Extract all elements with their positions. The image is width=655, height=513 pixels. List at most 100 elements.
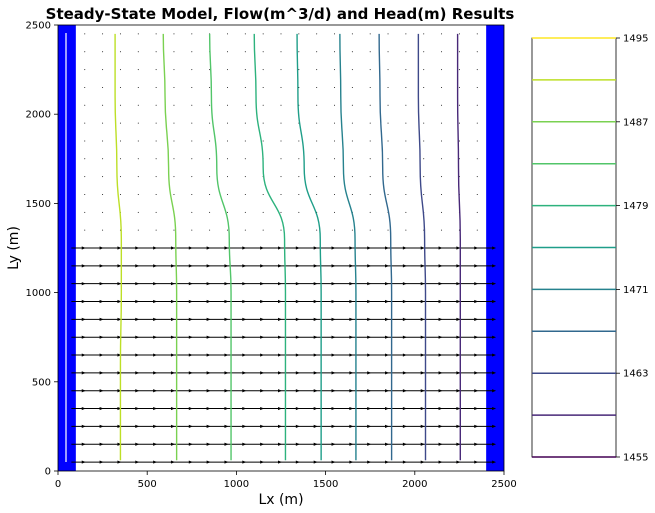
flow-arrowhead	[349, 246, 354, 250]
quiver-dot	[280, 140, 282, 142]
quiver-dot	[334, 158, 336, 160]
quiver-dot	[137, 33, 139, 35]
flow-arrowhead	[456, 282, 461, 286]
flow-arrowhead	[260, 371, 265, 375]
flow-arrowhead	[117, 389, 122, 393]
flow-arrowhead	[153, 299, 158, 304]
flow-arrowhead	[385, 442, 390, 446]
flow-arrowhead	[242, 460, 247, 464]
quiver-dot	[173, 158, 175, 160]
flow-arrowhead	[260, 282, 265, 286]
colorbar-tick-label: 1471	[623, 285, 648, 296]
flow-arrowhead	[260, 317, 265, 321]
flow-arrowhead	[295, 460, 300, 464]
flow-arrowhead	[313, 282, 318, 286]
flow-arrowhead	[492, 335, 497, 339]
flow-arrowhead	[170, 389, 175, 393]
x-tick-label: 0	[55, 479, 61, 490]
quiver-dot	[209, 104, 211, 106]
flow-arrowhead	[224, 389, 229, 393]
flow-arrowhead	[117, 460, 122, 464]
flow-arrowhead	[242, 442, 247, 446]
quiver-dot	[262, 33, 264, 35]
flow-arrowhead	[474, 371, 479, 375]
quiver-dot	[423, 158, 425, 160]
quiver-dot	[441, 158, 443, 160]
flow-arrowhead	[188, 389, 193, 393]
flow-arrowhead	[170, 246, 175, 250]
flow-arrowhead	[367, 317, 372, 321]
flow-arrowhead	[81, 299, 86, 304]
quiver-dot	[191, 122, 193, 124]
flow-arrowhead	[456, 264, 461, 268]
flow-arrowhead	[206, 282, 211, 286]
quiver-dot	[191, 229, 193, 231]
flow-arrowhead	[420, 335, 425, 339]
flow-arrowhead	[99, 424, 104, 428]
quiver-dot	[244, 211, 246, 213]
flow-arrowhead	[135, 299, 140, 304]
quiver-dot	[137, 140, 139, 142]
flow-arrowhead	[367, 335, 372, 339]
quiver-dot	[280, 176, 282, 178]
flow-arrowhead	[474, 406, 479, 411]
flow-arrowhead	[492, 442, 497, 446]
flow-arrowhead	[188, 264, 193, 268]
quiver-dot	[369, 122, 371, 124]
flow-arrowhead	[224, 299, 229, 304]
flow-arrowhead	[456, 246, 461, 250]
quiver-dot	[369, 140, 371, 142]
flow-arrowhead	[492, 282, 497, 286]
contour-line-1465	[417, 33, 427, 461]
flow-arrowhead	[153, 424, 158, 428]
flow-arrowhead	[402, 389, 407, 393]
flow-arrowhead	[331, 442, 336, 446]
quiver-dot	[280, 193, 282, 195]
quiver-dot	[441, 69, 443, 71]
flow-arrowhead	[170, 353, 175, 357]
flow-arrowhead	[313, 371, 318, 375]
quiver-dot	[102, 193, 104, 195]
flow-arrowhead	[456, 406, 461, 411]
flow-arrowhead	[242, 353, 247, 357]
quiver-dot	[369, 104, 371, 106]
flow-arrowhead	[420, 264, 425, 268]
quiver-dot	[476, 122, 478, 124]
quiver-dot	[155, 140, 157, 142]
quiver-dot	[84, 104, 86, 106]
flow-arrowhead	[117, 371, 122, 375]
quiver-dot	[244, 86, 246, 88]
flow-arrowhead	[295, 389, 300, 393]
flow-arrowhead	[385, 264, 390, 268]
flow-arrowhead	[420, 246, 425, 250]
quiver-dot	[423, 51, 425, 53]
quiver-dot	[458, 104, 460, 106]
flow-arrowhead	[438, 353, 443, 357]
chart-title: Steady-State Model, Flow(m^3/d) and Head…	[46, 5, 515, 23]
quiver-dot	[387, 104, 389, 106]
quiver-dot	[119, 86, 121, 88]
quiver-dot	[137, 69, 139, 71]
flow-arrowhead	[367, 460, 372, 464]
quiver-dot	[369, 69, 371, 71]
flow-arrowhead	[153, 406, 158, 411]
quiver-dot	[155, 122, 157, 124]
quiver-dot	[102, 33, 104, 35]
flow-arrowhead	[81, 282, 86, 286]
flow-arrowhead	[295, 353, 300, 357]
x-tick-label: 500	[138, 479, 157, 490]
contour-line-1481	[253, 33, 287, 461]
flow-arrowhead	[438, 282, 443, 286]
quiver-dot	[244, 193, 246, 195]
quiver-dot	[119, 176, 121, 178]
flow-arrowhead	[135, 460, 140, 464]
flow-arrowhead	[170, 282, 175, 286]
quiver-dot	[137, 176, 139, 178]
quiver-dot	[119, 51, 121, 53]
flow-arrowhead	[420, 299, 425, 304]
quiver-dot	[351, 176, 353, 178]
flow-arrowhead	[81, 371, 86, 375]
quiver-dot	[334, 33, 336, 35]
y-tick-label: 2500	[26, 21, 51, 32]
flow-arrowhead	[313, 389, 318, 393]
